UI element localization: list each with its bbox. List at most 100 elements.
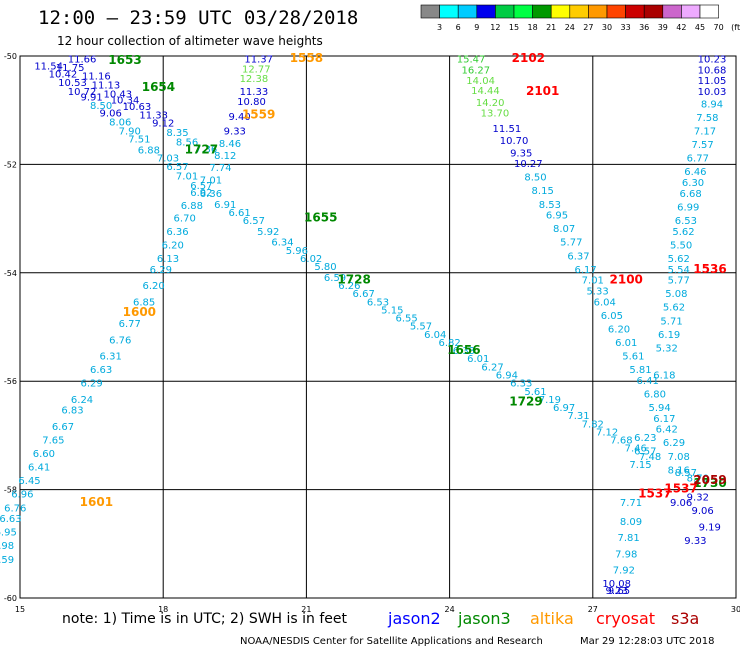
swh-value: 9.40: [228, 112, 250, 123]
x-tick-label: 21: [301, 605, 311, 614]
swh-value: 7.48: [639, 452, 661, 463]
swh-value: 6.29: [663, 438, 685, 449]
swh-value: 7.51: [128, 135, 150, 146]
swh-value: 6.27: [481, 362, 503, 373]
x-tick-label: 24: [445, 605, 455, 614]
scale-swatch: [439, 4, 459, 19]
scale-label: 18: [528, 23, 538, 32]
swh-value: 11.75: [56, 63, 85, 74]
scale-swatch: [457, 4, 478, 19]
chart-subtitle: 12 hour collection of altimeter wave hei…: [57, 34, 323, 48]
pass-time: 1655: [304, 210, 337, 224]
swh-value: 6.05: [601, 311, 623, 322]
x-tick-label: 18: [158, 605, 168, 614]
swh-value: 6.70: [174, 213, 196, 224]
swh-value: 6.36: [200, 189, 222, 200]
y-tick-label: -56: [4, 377, 17, 386]
swh-value: 8.56: [176, 137, 198, 148]
swh-value: 6.88: [181, 201, 203, 212]
swh-value: 7.74: [209, 163, 231, 174]
swh-value: 10.42: [49, 70, 78, 81]
pass-time: 1559: [242, 107, 275, 121]
swh-value: 7.31: [567, 411, 589, 422]
swh-value: 8.09: [620, 517, 642, 528]
swh-value: 7.71: [620, 498, 642, 509]
swh-value: 7.15: [629, 460, 651, 471]
footer-note: note: 1) Time is in UTC; 2) SWH is in fe…: [62, 611, 348, 627]
swh-value: 14.44: [471, 86, 500, 97]
pass-time: 1600: [123, 305, 156, 319]
swh-value: 6.45: [18, 476, 40, 487]
pass-time: 1728: [337, 273, 370, 287]
swh-value: 6.42: [656, 425, 678, 436]
pass-time: 2102: [512, 51, 545, 65]
swh-value: 6.34: [271, 238, 293, 249]
scale-swatch: [420, 4, 440, 19]
swh-value: 5.08: [665, 289, 687, 300]
swh-value: 12.38: [240, 74, 269, 85]
chart-title: 12:00 – 23:59 UTC 03/28/2018: [38, 7, 358, 29]
swh-value: 10.72: [68, 87, 97, 98]
scale-label: 15: [509, 23, 519, 32]
pass-time: 2100: [610, 273, 643, 287]
swh-value: 5.92: [257, 227, 279, 238]
x-tick-label: 27: [588, 605, 598, 614]
swh-value: 6.29: [150, 265, 172, 276]
swh-value: 7.12: [596, 427, 618, 438]
swh-value: 5.57: [410, 322, 432, 333]
scale-swatch: [476, 4, 496, 19]
swh-value: 5.50: [670, 240, 692, 251]
swh-value: 7.65: [42, 436, 64, 447]
swh-value: 6.01: [467, 354, 489, 365]
pass-time: 1536: [693, 262, 726, 276]
swh-value: 9.32: [687, 492, 709, 503]
pass-time: 1654: [142, 80, 175, 94]
swh-value: 5.33: [586, 286, 608, 297]
swh-value: 10.27: [514, 159, 543, 170]
scale-swatch: [606, 4, 626, 19]
swh-value: 6.17: [653, 414, 675, 425]
scale-swatch: [513, 4, 533, 19]
x-tick-label: 30: [731, 605, 740, 614]
swh-value: 12.77: [242, 64, 271, 75]
swh-value: 8.57: [675, 468, 697, 479]
swh-value: 7.01: [582, 276, 604, 287]
swh-value: 6.77: [687, 154, 709, 165]
swh-value: 8.06: [109, 117, 131, 128]
swh-value: 7.58: [696, 113, 718, 124]
swh-value: 9.33: [684, 536, 706, 547]
scale-swatch: [643, 4, 664, 19]
scale-swatch: [569, 4, 589, 19]
y-tick-label: -50: [4, 52, 17, 61]
swh-value: 7.92: [613, 566, 635, 577]
swh-value: 6.36: [166, 227, 188, 238]
scale-swatch: [662, 4, 682, 19]
satellite-legend: jason2 jason3 altika cryosat s3a: [387, 609, 699, 628]
swh-value: 5.94: [648, 403, 670, 414]
swh-value: 9.06: [100, 109, 122, 120]
swh-value: 5.81: [629, 365, 651, 376]
swh-value: 10.70: [500, 136, 529, 147]
scale-label: 27: [583, 23, 593, 32]
y-tick-label: -58: [4, 486, 17, 495]
swh-value: 11.16: [82, 71, 111, 82]
swh-value: 8.70: [687, 473, 709, 484]
swh-value: 10.63: [123, 102, 152, 113]
swh-value: 6.85: [133, 297, 155, 308]
swh-value: 6.92: [190, 188, 212, 199]
swh-value: 6.57: [190, 181, 212, 192]
swh-value: 11.51: [493, 124, 522, 135]
swh-value: 8.07: [553, 224, 575, 235]
swh-value: 5.62: [668, 254, 690, 265]
swh-value: 6.33: [453, 346, 475, 357]
legend-s3a: s3a: [671, 609, 699, 628]
y-tick-label: -54: [4, 269, 17, 278]
swh-value: 11.05: [698, 76, 727, 87]
pass-time: 1558: [290, 51, 323, 65]
pass-time: 1727: [185, 143, 218, 157]
swh-value: 6.91: [214, 200, 236, 211]
swh-value: 6.59: [0, 555, 14, 566]
swh-value: 6.76: [109, 335, 131, 346]
